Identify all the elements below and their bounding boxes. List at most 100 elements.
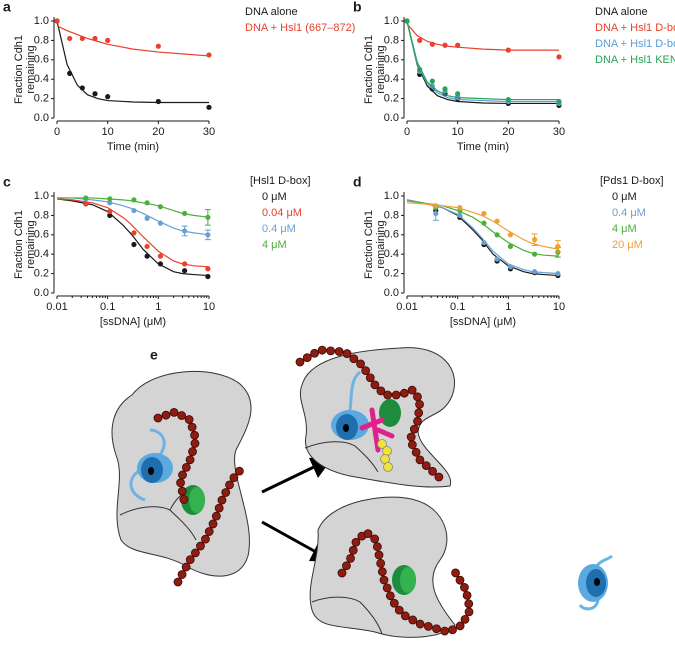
data-point [79,85,85,91]
x-tick-label: 0.1 [450,301,465,313]
x-axis-label: [ssDNA] (μM) [450,316,516,328]
legend-text: DNA + Hsl1 KEN box [595,54,675,66]
data-point [54,18,60,24]
legend-text: DNA alone [595,6,648,18]
dna-bead [460,583,469,592]
legend-text: DNA + Hsl1 (667–872) [245,22,355,34]
dna-bead [383,390,393,400]
y-tick-label: 1.0 [384,190,399,202]
legend-entry: 0.04 μM [262,207,302,219]
y-tick-label: 0.4 [34,248,49,260]
dna-bead [196,541,205,551]
data-point [433,210,439,217]
data-point [107,200,113,206]
data-point [555,243,561,250]
legend-text: 0.4 μM [612,207,646,219]
dna-bead [295,357,305,367]
dot [148,467,154,475]
data-point [494,232,500,238]
data-point [555,271,561,277]
dna-bead [208,519,218,529]
x-tick-label: 20 [502,126,514,138]
dna-bead [379,575,389,585]
dna-bead [177,411,186,420]
x-tick-label: 0.1 [100,301,115,313]
legend-text: 20 μM [612,239,643,251]
green-protein-face [400,567,416,593]
legend-entry: 0 μM [262,191,287,203]
data-point [532,251,538,257]
data-point [107,212,113,218]
y-axis-label: Fraction Cdh1 [363,210,375,279]
data-point [144,215,150,221]
y-tick-label: 1.0 [34,190,49,202]
legend-entry: DNA + Hsl1 D-box [595,22,675,34]
dna-bead [181,462,191,472]
fit-curve [56,25,210,57]
dna-bead [460,614,470,624]
dna-bead [204,527,214,536]
dna-bead [372,542,382,552]
dna-bead [310,348,319,358]
data-point [481,220,487,226]
data-point [404,18,410,24]
y-tick-label: 0.8 [384,209,399,221]
dna-bead [153,413,163,423]
green-protein-face [189,487,205,513]
fit-curve [406,20,559,103]
data-point [507,243,514,250]
dna-bead [201,534,210,544]
dna-bead [302,353,312,363]
data-point [205,266,211,272]
dna-bead [407,440,417,450]
x-tick-label: 10 [203,301,215,313]
tail [348,370,362,411]
dna-bead [377,567,387,577]
legend-text: DNA + Hsl1 D-box [595,22,675,34]
data-point [144,200,150,206]
data-point [457,205,463,211]
dna-bead [408,615,418,625]
data-point [92,35,98,42]
fit-curve [56,198,210,277]
dna-bead [363,529,373,539]
outline [304,441,379,473]
y-tick-label: 0.8 [384,34,399,46]
data-point [131,241,137,248]
y-tick-label: 1.0 [34,15,49,27]
legend-text: 4 μM [612,223,637,235]
dna-bead [334,347,344,356]
dna-bead [370,534,380,544]
legend-entry: DNA alone [595,6,648,18]
chart: c 0.0 0.2 0.4 0.6 0.8 1.0 0.01 0.1 1 10 [ssDNA] (μM… [3,174,311,328]
data-point [205,273,211,280]
data-point [507,232,514,238]
dna-bead [190,548,200,558]
dna-bead [181,562,191,572]
dna-bead [423,621,433,631]
data-point [494,218,500,224]
dna-bead [455,575,465,585]
data-point [131,197,137,203]
dna-bead [184,415,194,424]
data-point [182,228,188,234]
fit-curve [406,23,559,51]
x-tick-label: 10 [553,301,565,313]
data-point [155,43,161,49]
legend-entry: 4 μM [612,223,637,235]
complex [300,347,456,488]
dna-bead [351,537,361,547]
dna-bead [376,558,386,568]
dot [343,424,349,432]
data-point [79,35,85,42]
legend-entry: 20 μM [612,239,643,251]
legend-text: 0.4 μM [262,223,296,235]
x-axis-label: Time (min) [107,141,159,153]
panel-label: c [3,174,11,190]
data-point [442,86,448,92]
dna-bead [188,447,197,456]
y-tick-label: 0.6 [384,229,399,241]
chart: d 0.0 0.2 0.4 0.6 0.8 1.0 0.01 0.1 1 10 [ssDNA] (μM… [353,174,664,328]
dna-bead [342,561,351,571]
